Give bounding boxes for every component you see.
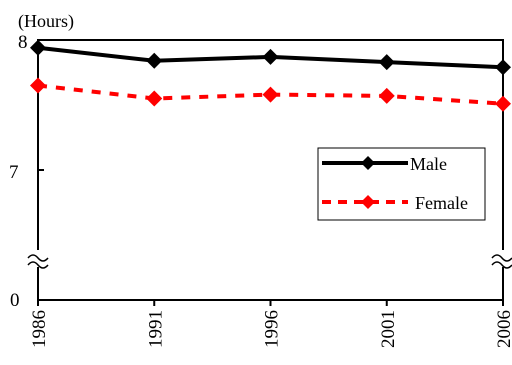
point-male-1996 (262, 48, 279, 65)
y-axis-label: (Hours) (18, 11, 74, 32)
legend-marker-male (361, 156, 375, 170)
y-tick-label-0: 0 (10, 290, 20, 311)
x-tick-label-1986: 1986 (29, 310, 50, 348)
series-layer (30, 39, 511, 112)
x-tick-label-2001: 2001 (378, 310, 399, 348)
legend-label-male: Male (410, 154, 447, 174)
legend-marker-female (361, 195, 375, 209)
point-female-2001 (378, 87, 395, 104)
y-tick-label-8: 8 (18, 32, 28, 53)
y-tick-label-7: 7 (9, 162, 19, 183)
series-line-female (37, 83, 504, 106)
point-female-1996 (262, 86, 279, 103)
x-tick-label-1991: 1991 (145, 310, 166, 348)
point-male-2006 (495, 59, 511, 76)
legend-box (317, 147, 486, 221)
point-male-2001 (378, 54, 395, 71)
x-axis: 1986 1991 1996 2001 2006 (29, 300, 512, 348)
x-tick-label-1996: 1996 (262, 310, 283, 348)
point-male-1991 (146, 52, 163, 69)
legend-label-female: Female (415, 193, 468, 213)
point-female-1991 (146, 90, 163, 107)
legend: Male Female (317, 147, 486, 221)
axis-break-left (27, 250, 49, 269)
x-tick-label-2006: 2006 (494, 310, 512, 348)
point-female-1986 (30, 77, 46, 94)
point-female-2006 (495, 95, 511, 112)
point-male-1986 (30, 39, 46, 56)
axis-break-right (491, 250, 512, 269)
